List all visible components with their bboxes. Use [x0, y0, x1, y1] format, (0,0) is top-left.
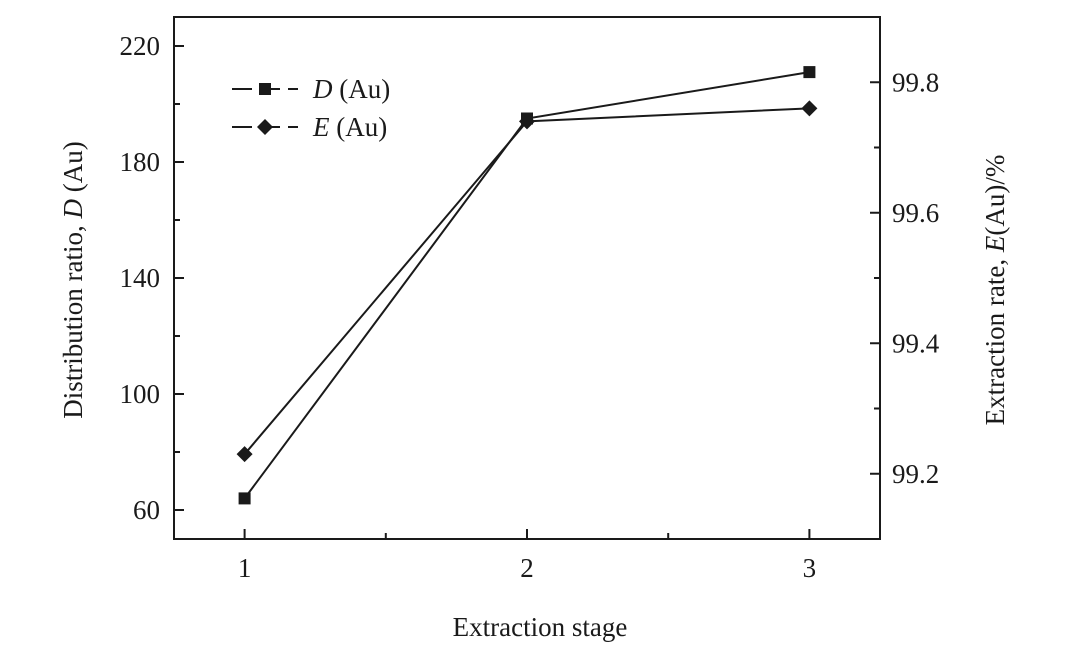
legend-label-d: D (Au): [312, 74, 390, 104]
y-right-tick-label: 99.8: [892, 67, 939, 97]
y-right-tick-label: 99.4: [892, 328, 940, 358]
y-left-tick-label: 140: [120, 263, 161, 293]
legend-item-e: E (Au): [232, 112, 387, 142]
y-left-tick-label: 100: [120, 379, 161, 409]
legend-marker-square: [259, 83, 271, 95]
y-left-tick-label: 180: [120, 147, 161, 177]
x-tick-label: 1: [238, 553, 252, 583]
y-right-tick-label: 99.6: [892, 198, 939, 228]
x-tick-label: 2: [520, 553, 534, 583]
x-axis: 1 2 3: [238, 529, 816, 583]
data-point-d: [803, 66, 816, 79]
y-left-tick-label: 220: [120, 31, 161, 61]
plot-frame: [173, 16, 881, 540]
y-axis-right: 99.2 99.4 99.6 99.8: [870, 67, 940, 489]
legend-marker-diamond: [257, 119, 273, 135]
legend-label-e: E (Au): [312, 112, 387, 142]
data-point-e: [236, 446, 253, 463]
legend: D (Au) E (Au): [232, 74, 390, 142]
y-left-tick-label: 60: [133, 495, 160, 525]
y-axis-right-title: Extraction rate, E(Au)/%: [980, 155, 1010, 426]
series-layer: [236, 66, 818, 505]
x-tick-label: 3: [803, 553, 817, 583]
x-axis-title: Extraction stage: [453, 612, 628, 642]
data-point-e: [519, 113, 535, 130]
legend-item-d: D (Au): [232, 74, 390, 104]
series-line-e: [243, 107, 810, 455]
data-point-e: [801, 100, 818, 117]
y-axis-left: 60 100 140 180 220: [120, 31, 184, 525]
y-right-tick-label: 99.2: [892, 459, 939, 489]
y-axis-left-title: Distribution ratio, D (Au): [58, 141, 88, 418]
data-point-d: [238, 492, 251, 505]
